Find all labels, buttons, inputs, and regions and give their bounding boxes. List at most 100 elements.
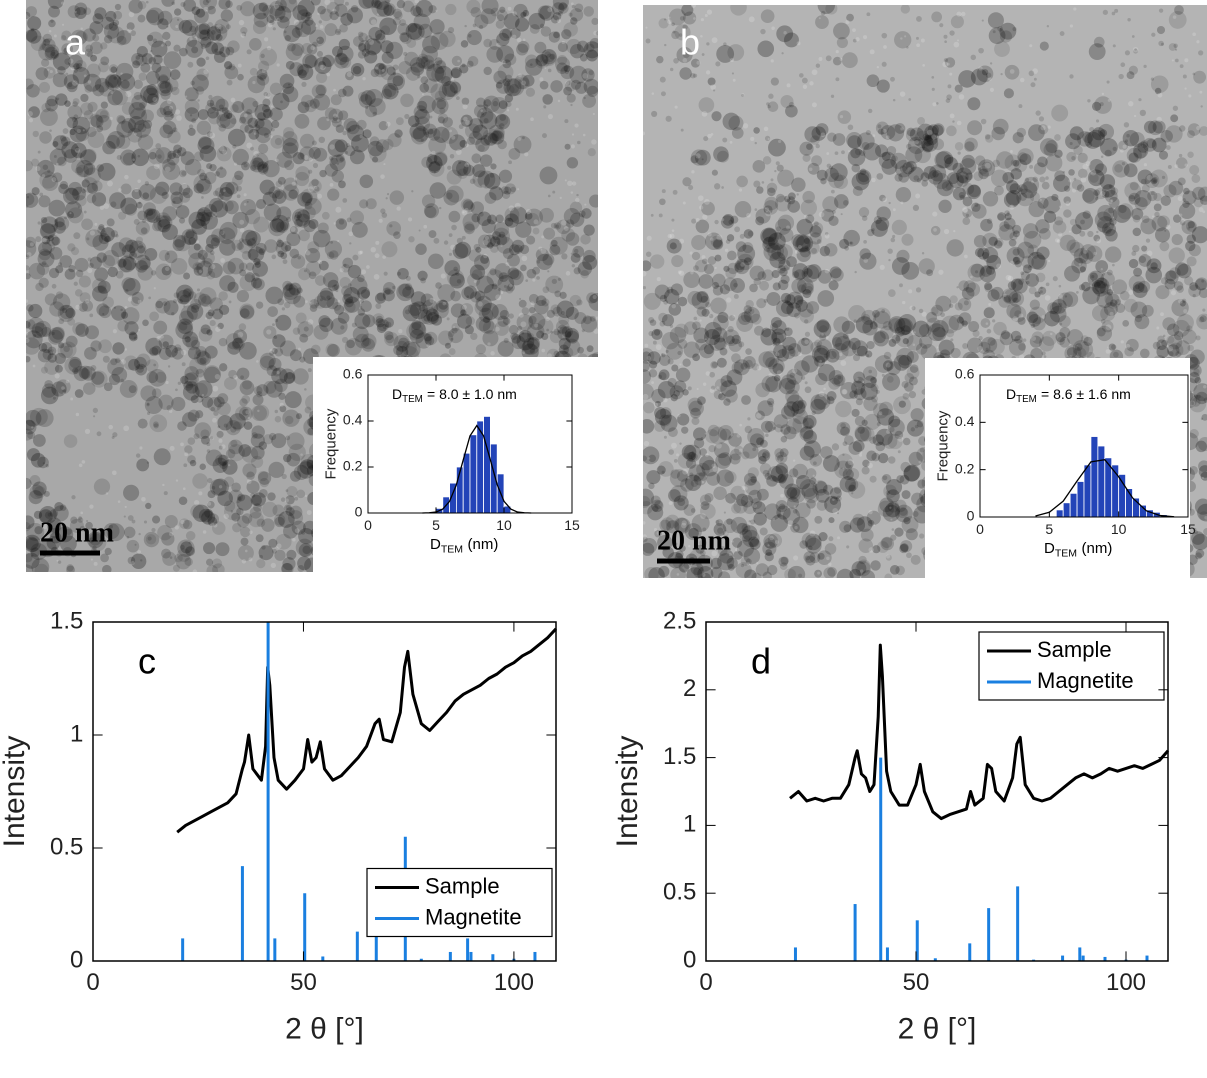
noise — [565, 81, 569, 85]
particle — [536, 295, 547, 306]
particle — [817, 290, 834, 307]
particle — [802, 265, 820, 283]
particle — [679, 67, 691, 79]
noise — [61, 2, 64, 5]
noise — [382, 324, 388, 330]
particle — [284, 160, 294, 170]
noise — [108, 425, 113, 430]
noise — [124, 515, 126, 517]
particle — [539, 208, 554, 223]
particle — [195, 410, 203, 418]
noise — [94, 562, 98, 566]
particle — [90, 55, 97, 62]
particle — [777, 244, 793, 260]
noise — [485, 236, 489, 240]
particle — [654, 329, 660, 335]
noise — [118, 500, 121, 503]
noise — [464, 25, 466, 27]
particle — [771, 328, 786, 343]
particle — [400, 94, 413, 107]
particle — [94, 267, 108, 281]
noise — [431, 306, 433, 308]
particle — [294, 214, 300, 220]
particle — [75, 167, 83, 175]
noise — [102, 313, 104, 315]
noise — [541, 349, 545, 353]
noise — [244, 114, 247, 117]
noise — [530, 117, 534, 121]
noise — [203, 530, 207, 534]
particle — [152, 388, 162, 398]
noise — [88, 80, 91, 83]
particle — [799, 427, 813, 441]
noise — [292, 538, 295, 541]
noise — [558, 278, 561, 281]
particle — [570, 17, 577, 24]
noise — [250, 493, 255, 498]
noise — [206, 56, 210, 60]
particle — [205, 103, 216, 114]
noise — [411, 190, 413, 192]
noise — [78, 153, 83, 158]
noise — [275, 159, 278, 162]
particle — [1178, 177, 1186, 185]
particle — [283, 127, 294, 138]
particle — [64, 434, 78, 448]
noise — [89, 504, 93, 508]
particle — [894, 528, 903, 537]
noise — [550, 331, 553, 334]
noise — [501, 291, 504, 294]
particle — [374, 1, 383, 10]
noise — [42, 174, 45, 177]
noise — [481, 112, 484, 115]
particle — [100, 230, 107, 237]
noise — [144, 520, 147, 523]
noise — [294, 20, 299, 25]
particle — [1148, 120, 1163, 135]
particle — [96, 164, 104, 172]
particle — [1160, 130, 1172, 142]
noise — [355, 146, 359, 150]
noise — [87, 268, 92, 273]
particle — [504, 53, 516, 65]
noise — [301, 530, 305, 534]
noise — [384, 272, 388, 276]
noise — [590, 316, 596, 322]
particle — [260, 75, 267, 82]
noise — [439, 207, 441, 209]
particle — [357, 120, 367, 130]
noise — [234, 163, 237, 166]
noise — [24, 332, 28, 336]
noise — [558, 328, 561, 331]
noise — [337, 300, 340, 303]
particle — [894, 31, 911, 48]
noise — [42, 261, 47, 266]
particle — [988, 237, 997, 246]
noise — [462, 305, 467, 310]
noise — [300, 453, 303, 456]
particle — [121, 183, 132, 194]
particle — [648, 317, 654, 323]
noise — [519, 298, 521, 300]
particle — [499, 29, 511, 41]
particle — [1172, 234, 1183, 245]
particle — [438, 330, 453, 345]
noise — [547, 7, 552, 12]
particle — [275, 416, 282, 423]
noise — [373, 112, 378, 117]
particle — [219, 363, 227, 371]
noise — [153, 364, 156, 367]
particle — [48, 6, 60, 18]
noise — [379, 219, 383, 223]
noise — [464, 208, 468, 212]
noise — [520, 321, 526, 327]
noise — [301, 82, 306, 87]
particle — [728, 116, 743, 131]
particle — [975, 248, 984, 257]
particle — [708, 78, 716, 86]
particle — [997, 214, 1004, 221]
noise — [546, 317, 550, 321]
particle — [182, 412, 197, 427]
particle — [183, 288, 192, 297]
particle — [295, 114, 310, 129]
